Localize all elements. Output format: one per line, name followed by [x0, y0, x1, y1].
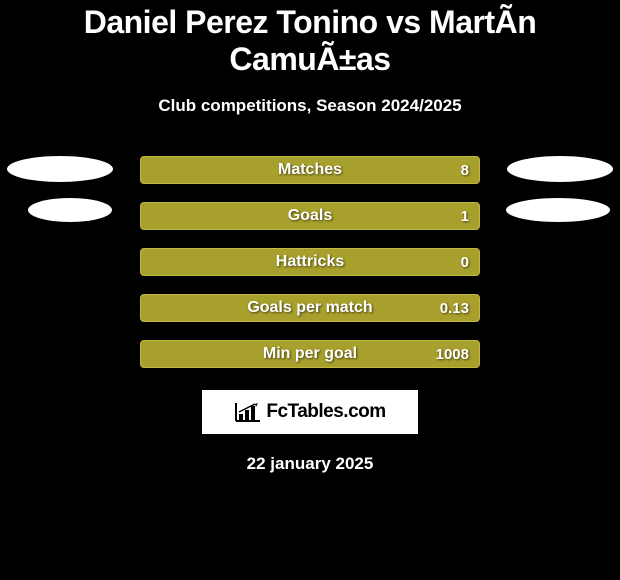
stat-label: Hattricks — [276, 253, 344, 271]
site-logo: FcTables.com — [234, 401, 385, 423]
page-title: Daniel Perez Tonino vs MartÃn CamuÃ±as — [0, 4, 620, 78]
stat-bar: Goals per match 0.13 — [140, 294, 480, 322]
stat-value: 1008 — [436, 346, 469, 363]
stat-row: Goals 1 — [0, 202, 620, 230]
stat-row: Matches 8 — [0, 156, 620, 184]
stat-bar: Hattricks 0 — [140, 248, 480, 276]
stat-row: Hattricks 0 — [0, 248, 620, 276]
stat-value: 8 — [461, 162, 469, 179]
stat-label: Goals — [288, 207, 332, 225]
stat-row: Goals per match 0.13 — [0, 294, 620, 322]
page-subtitle: Club competitions, Season 2024/2025 — [0, 96, 620, 116]
stat-value: 0.13 — [440, 300, 469, 317]
logo-box: FcTables.com — [202, 390, 418, 434]
stat-label: Matches — [278, 161, 342, 179]
stat-bar: Goals 1 — [140, 202, 480, 230]
stat-label: Goals per match — [247, 299, 372, 317]
stat-value: 1 — [461, 208, 469, 225]
stat-label: Min per goal — [263, 345, 357, 363]
stat-bar: Matches 8 — [140, 156, 480, 184]
logo-text: FcTables.com — [266, 401, 385, 423]
stat-bar: Min per goal 1008 — [140, 340, 480, 368]
date-label: 22 january 2025 — [0, 454, 620, 474]
infographic-container: Daniel Perez Tonino vs MartÃn CamuÃ±as C… — [0, 0, 620, 474]
stat-row: Min per goal 1008 — [0, 340, 620, 368]
chart-icon — [234, 401, 262, 423]
stats-block: Matches 8 Goals 1 Hattricks 0 Goals per … — [0, 156, 620, 368]
stat-value: 0 — [461, 254, 469, 271]
